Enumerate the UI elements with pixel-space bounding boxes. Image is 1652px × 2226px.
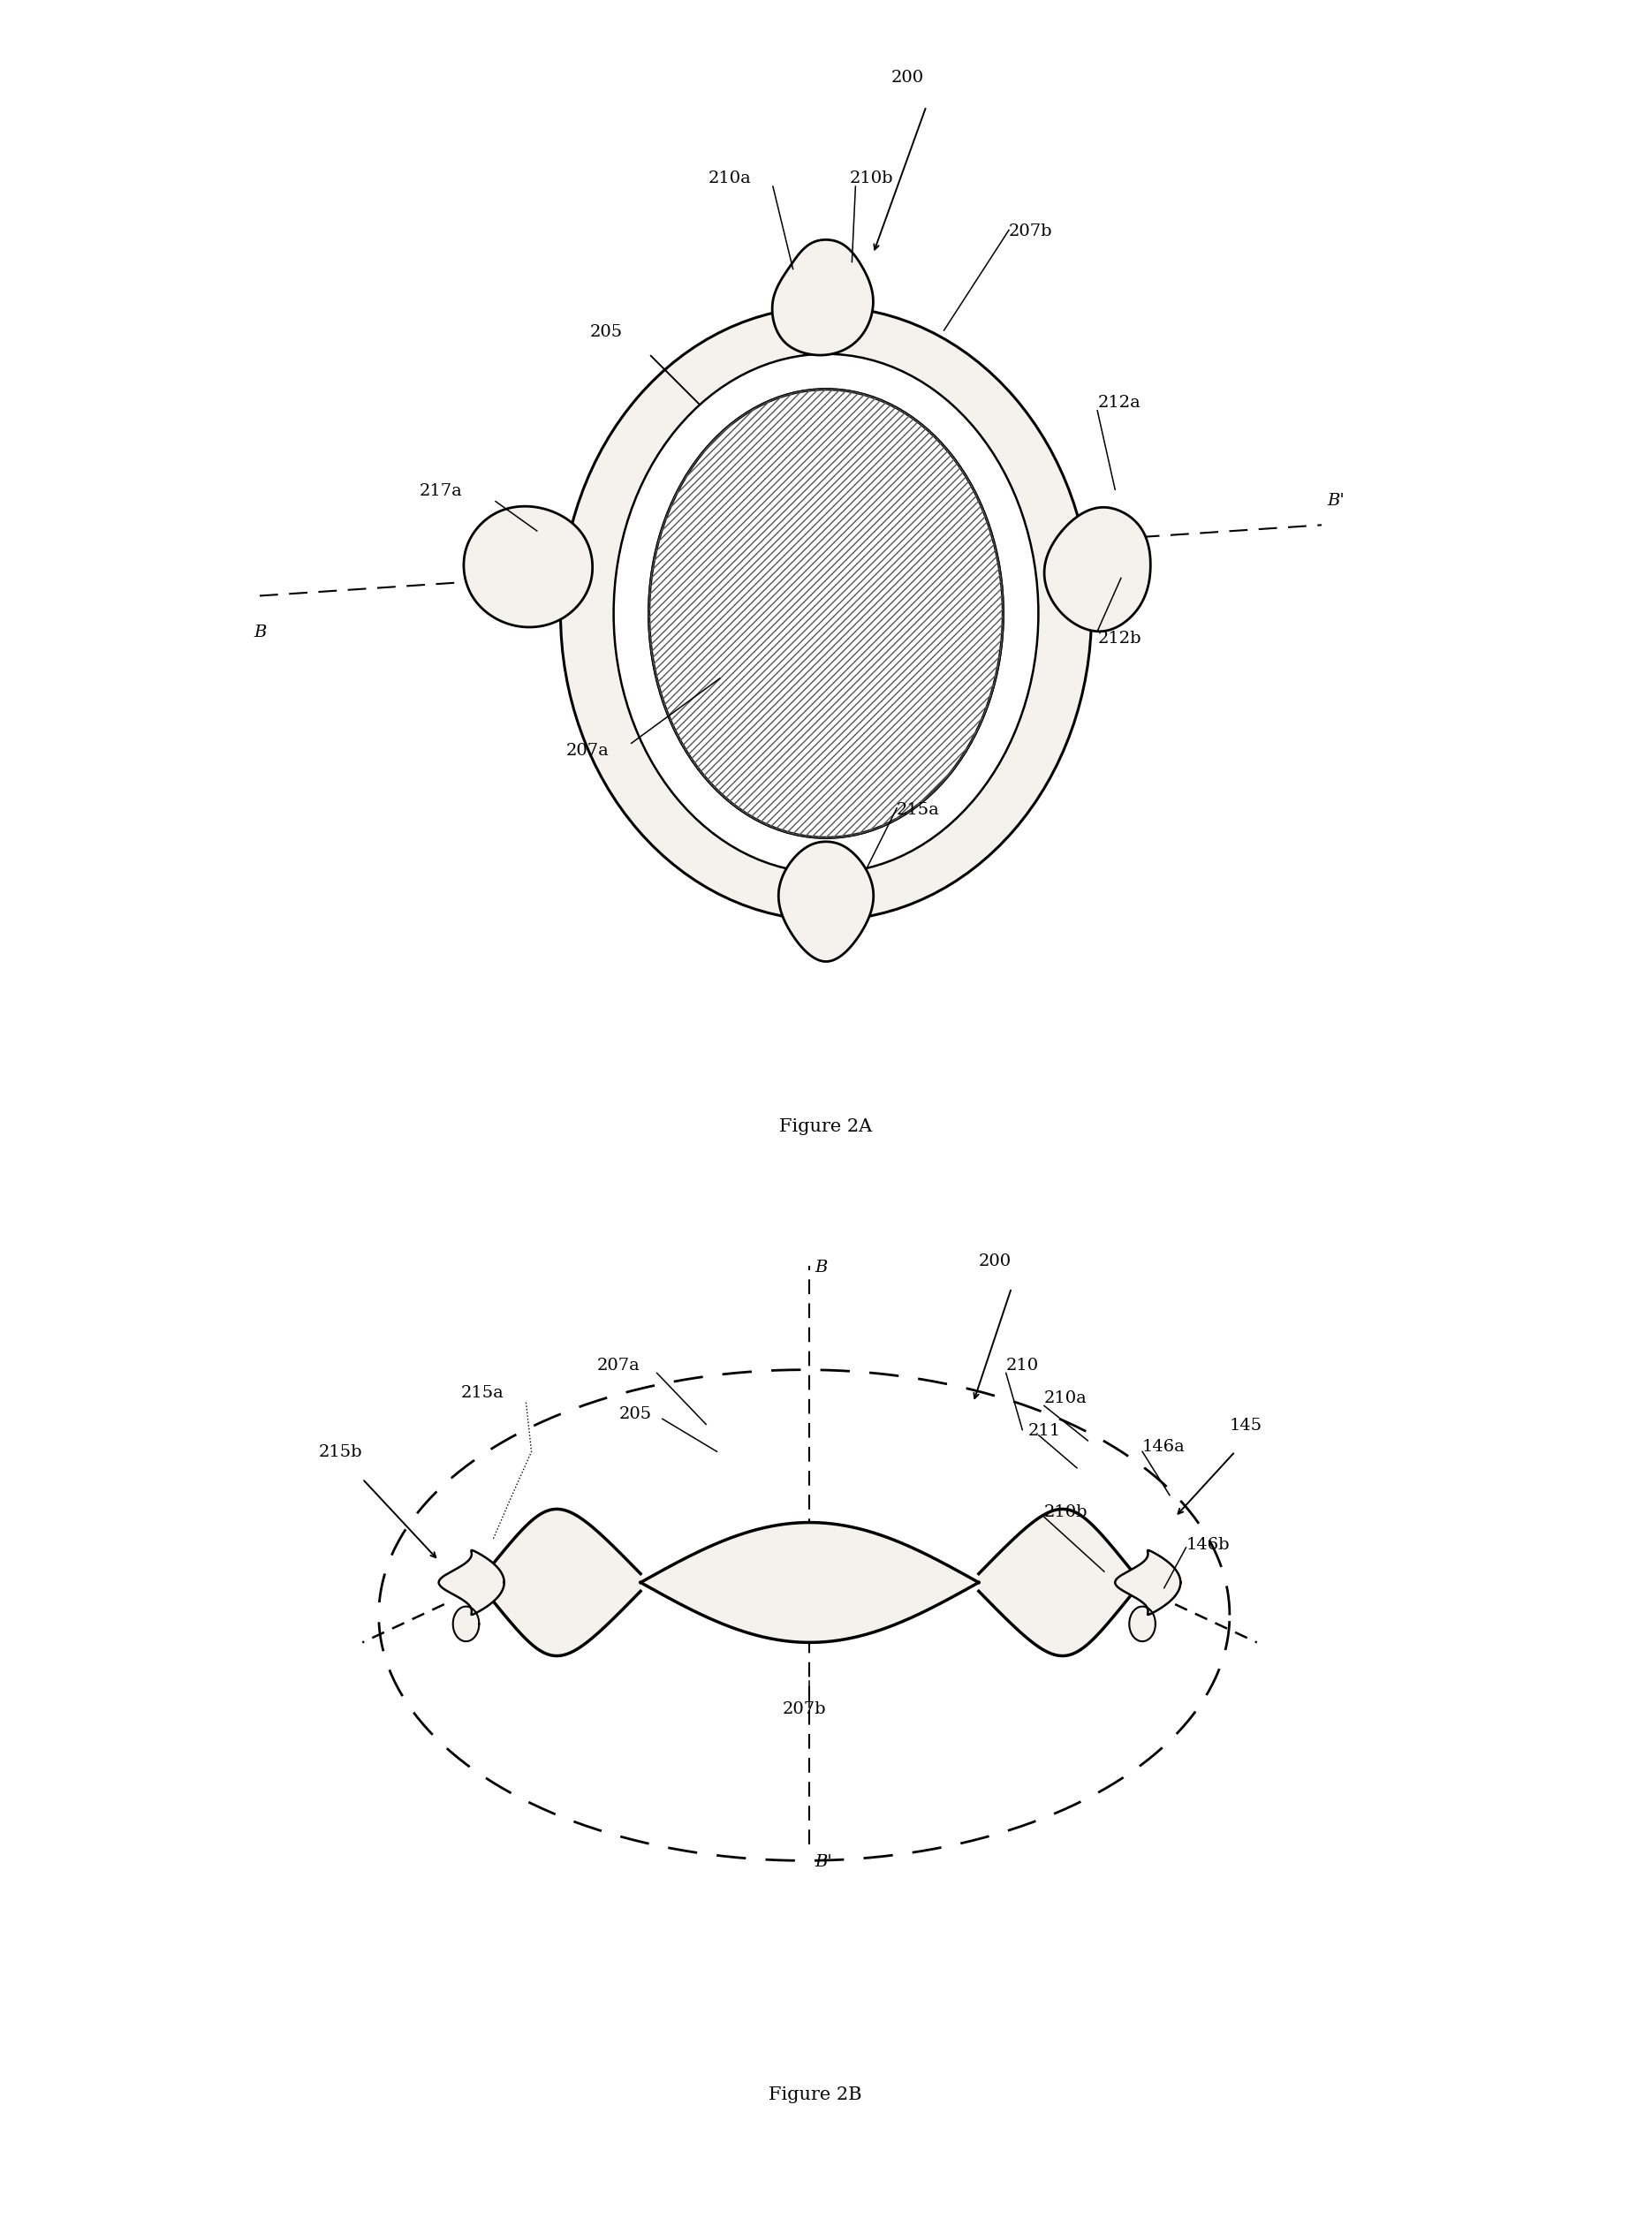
Text: 200: 200 [890, 71, 923, 87]
Text: 146a: 146a [1142, 1440, 1186, 1456]
Polygon shape [482, 1509, 641, 1656]
Ellipse shape [560, 307, 1092, 919]
Text: 212b: 212b [1097, 630, 1142, 646]
Text: 210b: 210b [849, 171, 894, 187]
Text: 210a: 210a [1044, 1389, 1087, 1407]
Polygon shape [978, 1509, 1137, 1656]
Text: B: B [814, 1260, 828, 1275]
Text: 215a: 215a [897, 801, 940, 817]
Polygon shape [1130, 1607, 1155, 1641]
Text: 207a: 207a [596, 1358, 639, 1373]
Text: 145: 145 [1229, 1418, 1262, 1434]
Text: 207a: 207a [567, 743, 610, 759]
Text: 207b: 207b [783, 1701, 826, 1716]
Polygon shape [464, 505, 593, 628]
Text: Figure 2B: Figure 2B [768, 2086, 862, 2104]
Text: Figure 2A: Figure 2A [780, 1117, 872, 1135]
Ellipse shape [649, 390, 1003, 837]
Text: B: B [254, 626, 266, 641]
Text: 212a: 212a [1097, 394, 1140, 410]
Text: 205: 205 [590, 323, 623, 341]
Text: 210b: 210b [1044, 1505, 1089, 1520]
Text: 207b: 207b [1009, 223, 1052, 240]
Polygon shape [453, 1607, 479, 1641]
Text: B': B' [814, 1854, 833, 1870]
Text: 210: 210 [1006, 1358, 1039, 1373]
Text: 200: 200 [978, 1253, 1011, 1269]
Ellipse shape [613, 354, 1039, 873]
Text: 210a: 210a [709, 171, 752, 187]
Polygon shape [439, 1549, 504, 1614]
Polygon shape [1115, 1549, 1181, 1614]
Polygon shape [1044, 508, 1150, 632]
Text: 215a: 215a [461, 1385, 504, 1400]
Text: 146b: 146b [1186, 1538, 1229, 1554]
Text: 217a: 217a [420, 483, 463, 499]
Text: 211: 211 [1028, 1422, 1061, 1438]
Polygon shape [778, 841, 874, 962]
Ellipse shape [649, 390, 1003, 837]
Polygon shape [771, 240, 874, 356]
Text: B': B' [1328, 492, 1345, 508]
Text: 215b: 215b [319, 1445, 362, 1460]
Text: 205: 205 [620, 1407, 651, 1422]
